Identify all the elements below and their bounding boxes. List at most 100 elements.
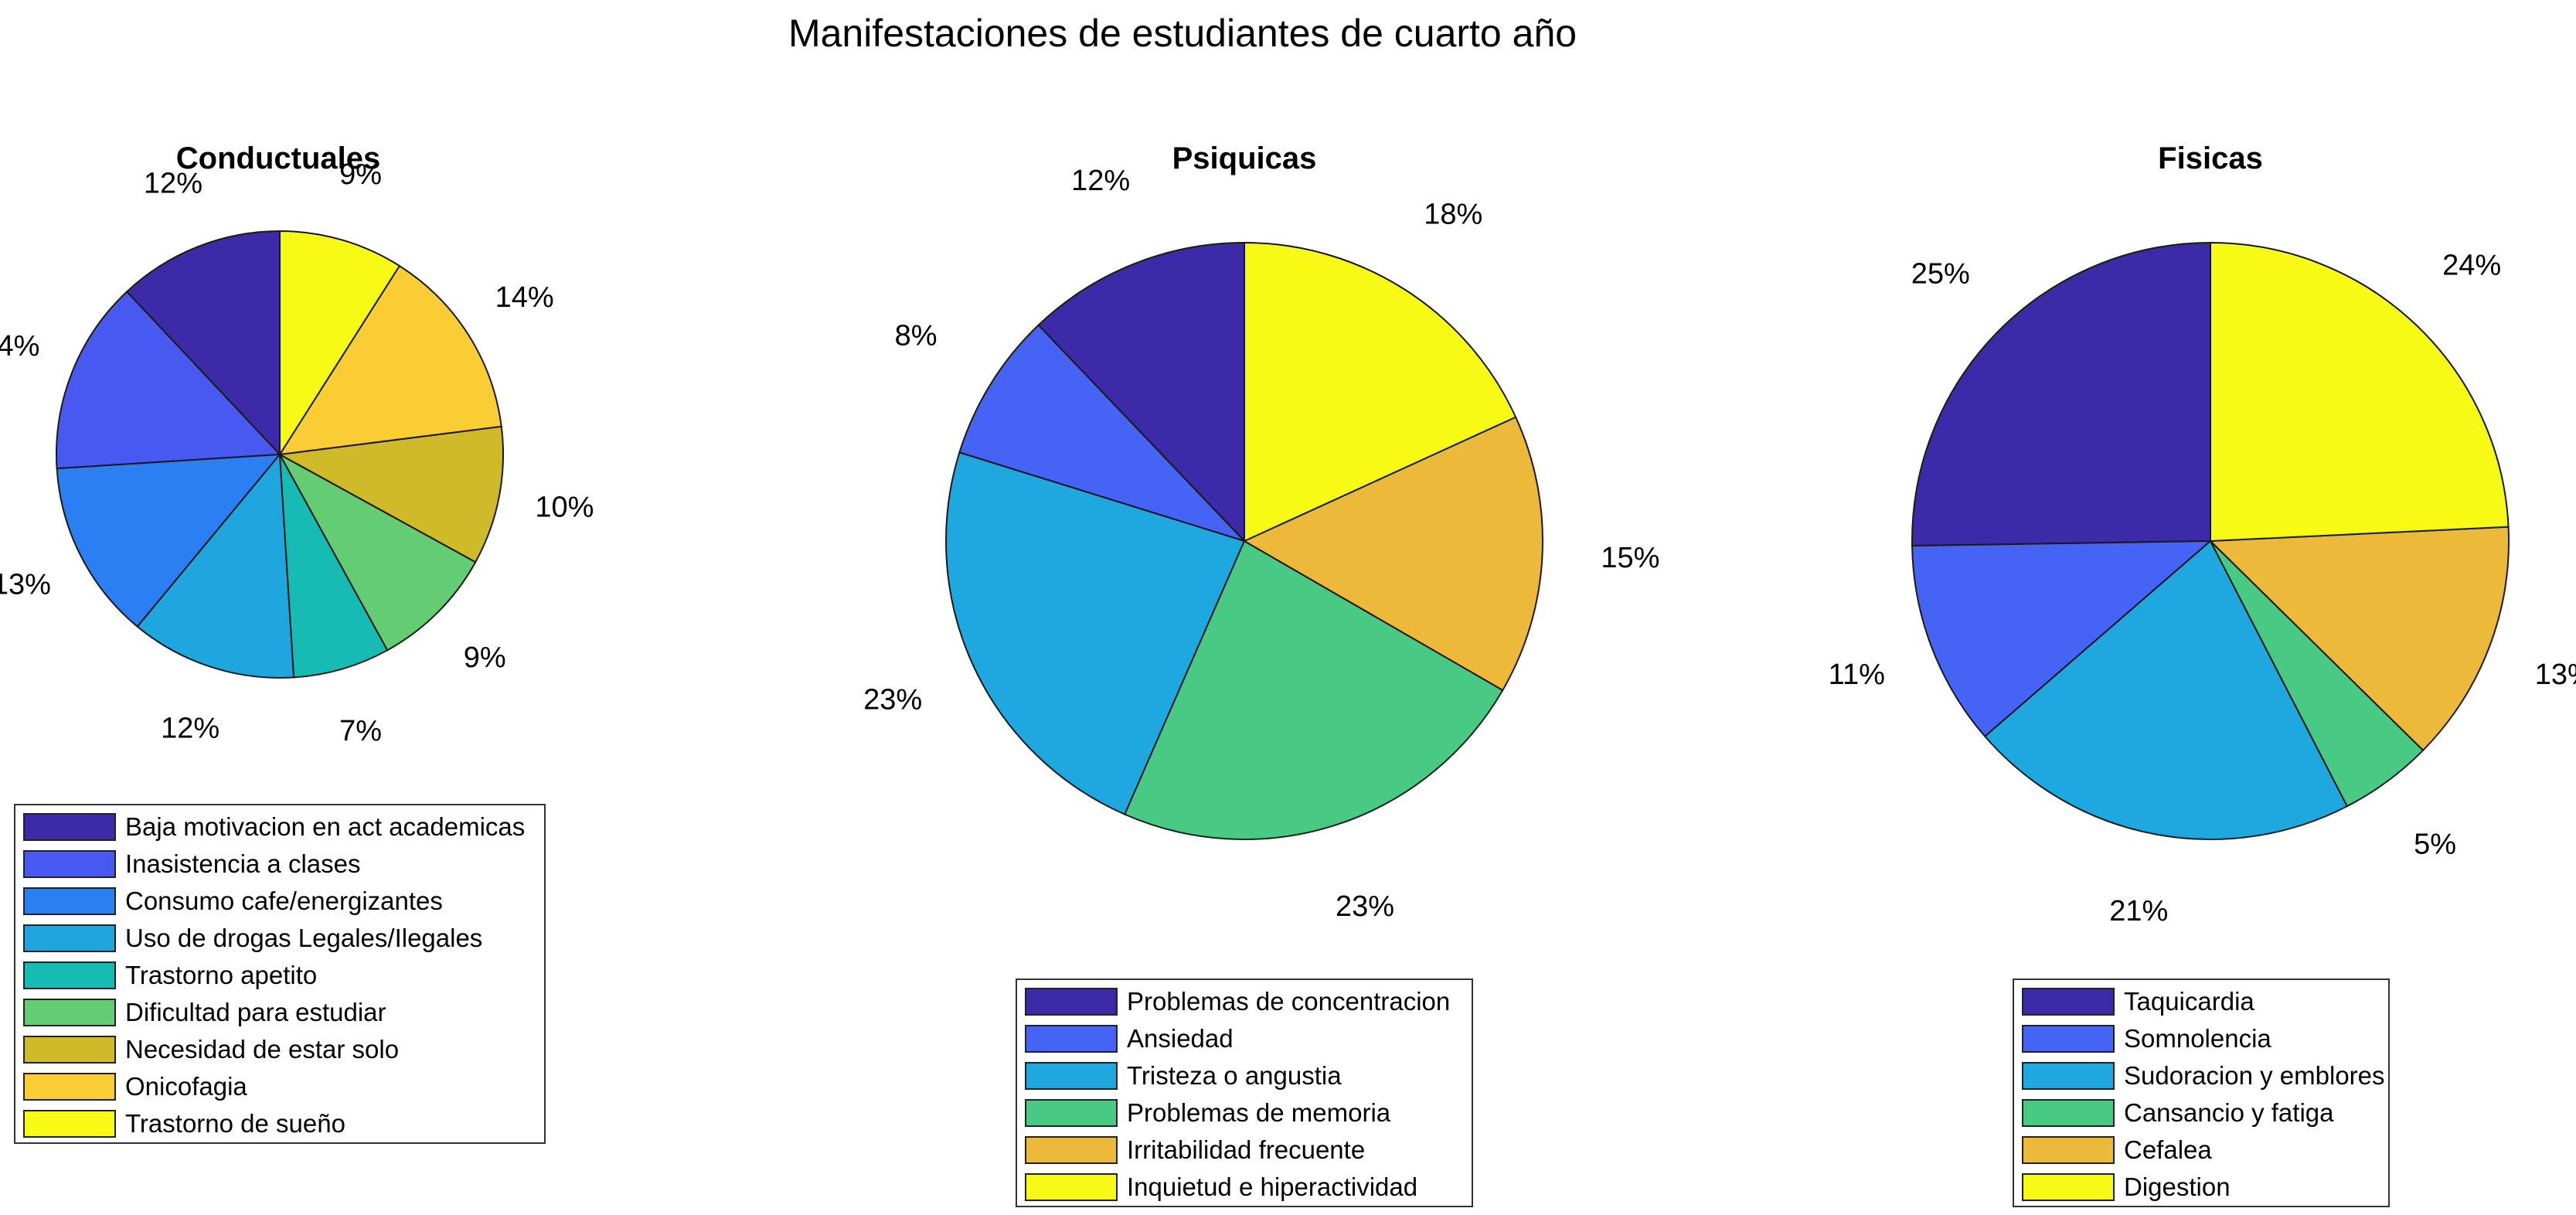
legend-label: Somnolencia	[2124, 1024, 2271, 1053]
legend-swatch	[2022, 988, 2115, 1016]
pie-slice-conductuales-8	[279, 230, 401, 458]
legend-item-fisicas-1: Somnolencia	[2022, 1020, 2380, 1057]
legend-swatch	[2022, 1136, 2115, 1164]
legend-item-conductuales-6: Necesidad de estar solo	[23, 1031, 536, 1068]
legend-item-conductuales-8: Trastorno de sueño	[23, 1105, 536, 1142]
legend-label: Trastorno apetito	[125, 961, 318, 989]
pie-slice-psiquicas-1	[958, 324, 1247, 543]
pie-label-fisicas-3: 5%	[2414, 829, 2456, 861]
pie-label-conductuales-4: 7%	[339, 715, 382, 747]
legend-label: Sudoracion y emblores	[2124, 1061, 2385, 1090]
legend-item-psiquicas-3: Problemas de memoria	[1025, 1094, 1464, 1132]
pie-label-conductuales-0: 12%	[144, 167, 202, 199]
legend-item-conductuales-3: Uso de drogas Legales/Ilegales	[23, 920, 536, 957]
pie-slice-fisicas-2	[1983, 539, 2349, 840]
legend-label: Problemas de memoria	[1127, 1098, 1391, 1127]
legend-item-psiquicas-1: Ansiedad	[1025, 1020, 1464, 1057]
legend-swatch	[23, 1073, 116, 1101]
legend-psiquicas: Problemas de concentracion Ansiedad Triste…	[1016, 978, 1473, 1207]
pie-label-fisicas-1: 11%	[1829, 659, 1885, 691]
legend-label: Dificultad para estudiar	[125, 998, 386, 1026]
legend-item-fisicas-0: Taquicardia	[2022, 983, 2380, 1020]
pie-slice-fisicas-0	[1911, 241, 2211, 547]
pie-label-psiquicas-4: 15%	[1601, 542, 1659, 574]
pie-slice-conductuales-0	[125, 230, 281, 457]
legend-swatch	[2022, 1062, 2115, 1090]
pie-slice-psiquicas-3	[1123, 539, 1504, 840]
legend-swatch	[23, 999, 116, 1026]
pie-label-conductuales-6: 10%	[535, 491, 594, 523]
legend-item-conductuales-1: Inasistencia a clases	[23, 846, 536, 883]
legend-swatch	[23, 850, 116, 878]
legend-label: Ansiedad	[1127, 1024, 1234, 1053]
pie-slice-conductuales-5	[277, 452, 477, 652]
legend-label: Onicofagia	[125, 1072, 247, 1101]
pie-label-fisicas-0: 25%	[1911, 257, 1970, 290]
legend-label: Problemas de concentracion	[1127, 987, 1451, 1016]
legend-swatch	[1025, 1099, 1118, 1127]
legend-swatch	[2022, 1173, 2115, 1201]
legend-item-psiquicas-2: Tristeza o angustia	[1025, 1057, 1464, 1094]
legend-label: Cansancio y fatiga	[2124, 1098, 2334, 1127]
legend-swatch	[1025, 988, 1118, 1016]
legend-item-conductuales-7: Onicofagia	[23, 1068, 536, 1105]
pie-slice-fisicas-4	[2208, 526, 2510, 752]
pie-slice-conductuales-3	[136, 452, 295, 679]
legend-swatch	[1025, 1173, 1118, 1201]
legend-swatch	[23, 924, 116, 952]
legend-item-conductuales-5: Dificultad para estudiar	[23, 994, 536, 1031]
pie-slice-psiquicas-5	[1244, 241, 1517, 543]
pie-label-conductuales-5: 9%	[464, 642, 506, 674]
legend-label: Tristeza o angustia	[1127, 1061, 1342, 1090]
pie-label-conductuales-3: 12%	[161, 713, 219, 745]
legend-swatch	[23, 961, 116, 989]
legend-item-fisicas-4: Cefalea	[2022, 1132, 2380, 1169]
legend-label: Trastorno de sueño	[125, 1109, 345, 1138]
pie-slice-psiquicas-0	[1037, 241, 1245, 543]
legend-swatch	[2022, 1025, 2115, 1053]
pie-slice-conductuales-7	[278, 264, 502, 456]
legend-item-fisicas-2: Sudoracion y emblores	[2022, 1057, 2385, 1094]
pie-slice-fisicas-1	[1911, 539, 2213, 738]
legend-item-conductuales-4: Trastorno apetito	[23, 957, 536, 994]
legend-conductuales: Baja motivacion en act academicas Inasist…	[14, 804, 546, 1144]
legend-label: Digestion	[2124, 1172, 2231, 1201]
pie-label-psiquicas-1: 8%	[895, 319, 938, 352]
legend-item-fisicas-3: Cansancio y fatiga	[2022, 1094, 2380, 1132]
legend-label: Consumo cafe/energizantes	[125, 887, 443, 915]
legend-label: Inquietud e hiperactividad	[1127, 1172, 1418, 1201]
pie-slice-psiquicas-2	[945, 451, 1246, 815]
pie-label-fisicas-5: 24%	[2442, 249, 2501, 281]
legend-item-psiquicas-4: Irritabilidad frecuente	[1025, 1132, 1464, 1169]
pie-title-fisicas: Fisicas	[2158, 141, 2263, 175]
legend-swatch	[1025, 1025, 1118, 1053]
legend-item-conductuales-0: Baja motivacion en act academicas	[23, 808, 536, 846]
legend-swatch	[2022, 1099, 2115, 1127]
legend-item-psiquicas-0: Problemas de concentracion	[1025, 983, 1464, 1020]
legend-swatch	[23, 887, 116, 915]
pie-slice-conductuales-4	[279, 454, 389, 679]
pie-label-conductuales-8: 9%	[339, 158, 382, 191]
pie-label-psiquicas-2: 23%	[863, 684, 922, 716]
legend-swatch	[1025, 1136, 1118, 1164]
pie-slice-fisicas-5	[2210, 241, 2510, 543]
pie-label-psiquicas-5: 18%	[1424, 198, 1482, 230]
pie-label-psiquicas-3: 23%	[1336, 890, 1394, 923]
pie-label-conductuales-2: 13%	[0, 568, 51, 601]
legend-label: Irritabilidad frecuente	[1127, 1135, 1366, 1164]
pie-slice-conductuales-2	[56, 453, 282, 628]
legend-swatch	[23, 1036, 116, 1064]
pie-title-psiquicas: Psiquicas	[1172, 141, 1317, 175]
figure-title: Manifestaciones de estudiantes de cuarto…	[788, 12, 1577, 55]
pie-title-conductuales: Conductuales	[175, 141, 381, 175]
legend-label: Inasistencia a clases	[125, 849, 361, 878]
pie-label-conductuales-7: 14%	[495, 281, 554, 314]
pie-slice-conductuales-1	[56, 290, 282, 470]
legend-label: Baja motivacion en act academicas	[125, 812, 526, 841]
pie-slice-conductuales-6	[277, 425, 504, 563]
pie-label-psiquicas-0: 12%	[1071, 165, 1130, 197]
legend-fisicas: Taquicardia Somnolencia Sudoracion y emblo…	[2013, 978, 2390, 1207]
legend-swatch	[1025, 1062, 1118, 1090]
legend-item-conductuales-2: Consumo cafe/energizantes	[23, 883, 536, 920]
